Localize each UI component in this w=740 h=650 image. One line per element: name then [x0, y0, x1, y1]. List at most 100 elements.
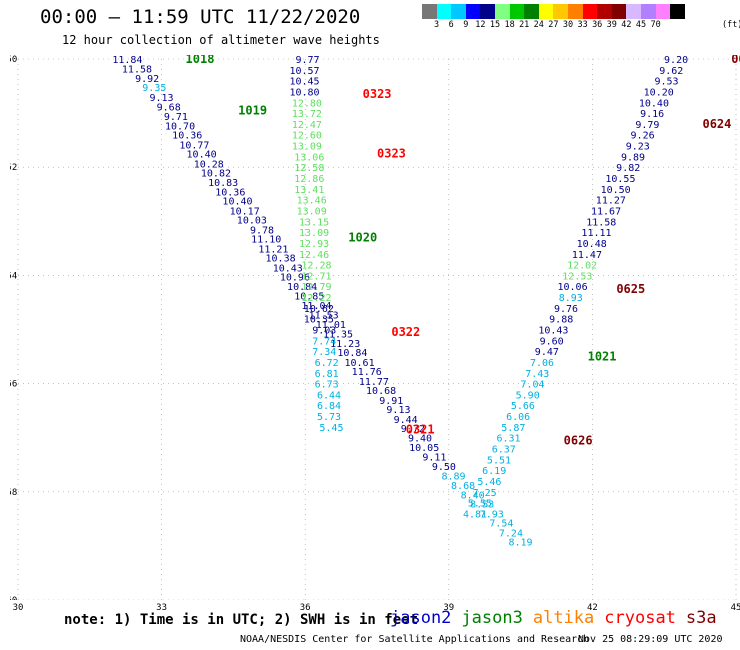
swh-value-label: 10.40 — [639, 98, 669, 109]
swh-value-label: 13.09 — [292, 142, 322, 153]
swh-value-label: 9.13 — [149, 93, 173, 104]
legend-label: 12 — [475, 20, 486, 30]
x-tick-label: 30 — [12, 603, 24, 613]
swh-value-label: 7.93 — [480, 509, 504, 520]
swh-value-label: 8.68 — [451, 481, 475, 492]
swh-value-label: 12.46 — [299, 250, 329, 261]
swh-value-label: 13.09 — [299, 228, 329, 239]
swh-value-label: 5.46 — [477, 477, 501, 488]
satellite-key-cryosat: cryosat — [604, 608, 676, 628]
satellite-key-jason3: jason3 — [461, 608, 523, 628]
swh-value-label: 11.67 — [591, 206, 621, 217]
swh-value-label: 12.71 — [301, 271, 331, 282]
swh-value-label: 13.46 — [297, 196, 327, 207]
swh-value-label: 10.36 — [215, 188, 245, 199]
swh-value-label: 7.74 — [312, 336, 336, 347]
swh-value-label: 9.35 — [142, 83, 166, 94]
legend-label: 15 — [489, 20, 501, 30]
swh-value-label: 13.72 — [292, 109, 322, 120]
swh-value-label: 11.53 — [309, 310, 339, 321]
pass-number-label: 1018 — [186, 55, 215, 66]
pass-number-label: 0625 — [616, 282, 645, 296]
swh-value-label: 11.47 — [572, 250, 602, 261]
legend-label: 45 — [635, 20, 647, 30]
y-tick-label: -56 — [10, 380, 17, 390]
swh-value-label: 8.89 — [441, 472, 465, 483]
swh-value-label: 9.71 — [164, 112, 188, 123]
swh-value-label: 11.23 — [330, 339, 360, 350]
swh-value-label: 6.72 — [315, 358, 339, 369]
swh-value-label: 8.93 — [559, 293, 583, 304]
swh-value-label: 13.15 — [299, 217, 329, 228]
swh-value-label: 9.40 — [408, 434, 432, 445]
pass-number-label: 0624 — [702, 117, 731, 131]
swh-value-label: 9.03 — [312, 326, 336, 337]
legend-swatch — [567, 4, 583, 19]
swh-value-label: 9.76 — [554, 304, 578, 315]
swh-value-label: 5.55 — [468, 499, 492, 510]
y-tick-label: -58 — [10, 488, 17, 498]
swh-value-label: 9.79 — [635, 120, 659, 131]
swh-value-label: 6.19 — [482, 466, 506, 477]
swh-value-label: 6.44 — [317, 390, 341, 401]
legend-label: 3 — [434, 20, 440, 30]
pass-number-label: 1020 — [348, 231, 377, 245]
map-plot: -50-52-54-56-58-6011.8411.589.929.359.13… — [10, 55, 740, 600]
swh-value-label: 9.44 — [394, 415, 418, 426]
swh-value-label: 10.85 — [294, 291, 324, 302]
legend-unit: (ft) — [722, 20, 740, 30]
swh-value-label: 9.47 — [535, 347, 559, 358]
x-tick-label: 36 — [299, 603, 311, 613]
swh-value-label: 9.88 — [549, 315, 573, 326]
swh-value-label: 13.41 — [294, 185, 324, 196]
legend-swatch — [597, 4, 612, 19]
legend-swatches — [422, 4, 740, 19]
swh-value-label: 5.45 — [319, 423, 343, 434]
legend-label: 21 — [519, 20, 530, 30]
legend-swatch — [465, 4, 481, 19]
swh-value-label: 10.03 — [237, 216, 267, 227]
swh-value-label: 10.17 — [230, 206, 260, 217]
footer-credit: NOAA/NESDIS Center for Satellite Applica… — [240, 634, 590, 645]
swh-value-label: 10.40 — [222, 197, 252, 208]
swh-value-label: 7.34 — [312, 347, 336, 358]
pass-number-label: 1019 — [238, 103, 267, 117]
swh-value-label: 8.19 — [508, 538, 532, 549]
legend-swatch — [640, 4, 656, 19]
swh-value-label: 9.92 — [135, 74, 159, 85]
swh-value-label: 9.82 — [616, 163, 640, 174]
swh-value-label: 12.02 — [567, 261, 597, 272]
swh-value-label: 10.83 — [208, 178, 238, 189]
swh-value-label: 11.01 — [316, 320, 346, 331]
legend-swatch — [436, 4, 452, 19]
swh-value-label: 11.10 — [251, 235, 281, 246]
swh-value-label: 10.36 — [172, 131, 202, 142]
swh-value-label: 9.13 — [386, 405, 410, 416]
swh-value-label: 7.54 — [489, 519, 513, 530]
legend-swatch — [626, 4, 641, 19]
swh-value-label: 12.80 — [292, 98, 322, 109]
swh-value-label: 10.43 — [273, 263, 303, 274]
legend-swatch — [494, 4, 510, 19]
swh-value-label: 10.61 — [344, 358, 374, 369]
swh-value-label: 10.70 — [165, 122, 195, 133]
swh-value-label: 6.84 — [317, 401, 341, 412]
swh-value-label: 10.35 — [304, 315, 334, 326]
pass-number-label: 0321 — [406, 423, 435, 437]
y-tick-label: -50 — [10, 55, 17, 65]
footer-timestamp: Nov 25 08:29:09 UTC 2020 — [578, 634, 723, 645]
swh-value-label: 6.31 — [497, 434, 521, 445]
x-tick-label: 42 — [586, 603, 598, 613]
pass-number-label: 062 — [731, 55, 740, 66]
legend-swatch — [509, 4, 525, 19]
swh-value-label: 10.96 — [280, 272, 310, 283]
swh-value-label: 5.51 — [487, 455, 511, 466]
swh-value-label: 9.62 — [659, 66, 683, 77]
swh-value-label: 9.53 — [654, 77, 678, 88]
swh-value-label: 11.76 — [352, 367, 382, 378]
x-tick-label: 33 — [156, 603, 168, 613]
swh-value-label: 12.86 — [294, 174, 324, 185]
